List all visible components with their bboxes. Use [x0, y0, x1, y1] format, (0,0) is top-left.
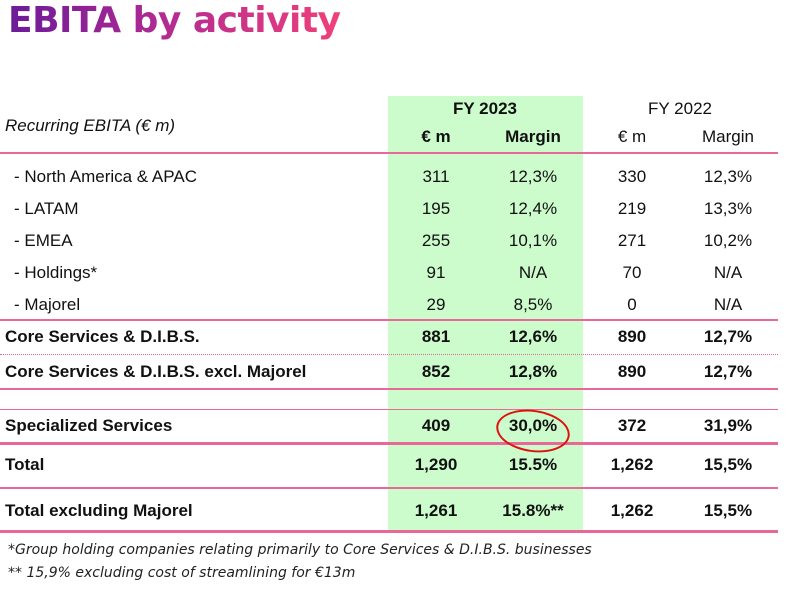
table-cell-em23: 852 [421, 362, 451, 381]
table-cell-em22: 70 [622, 263, 642, 282]
table-cell-m23: 15.8%** [502, 501, 564, 520]
page-title: EBITA by activity [8, 0, 341, 41]
table-cell-em22: 890 [617, 362, 647, 381]
table-cell-label: - Holdings* [14, 263, 98, 282]
fy2023-header: FY 2023 [453, 99, 517, 118]
table-cell-label: Total excluding Majorel [5, 501, 193, 520]
table-cell-m22: 12,3% [703, 167, 753, 186]
divider [0, 388, 778, 390]
table-cell-em23: 881 [421, 327, 451, 346]
table-cell-m23: 10,1% [508, 231, 558, 250]
divider [0, 409, 778, 410]
em-header-2022: € m [617, 127, 647, 146]
table-cell-em22: 1,262 [610, 501, 654, 520]
table-cell-m23: 15.5% [508, 455, 558, 474]
table-cell-m22: 12,7% [703, 362, 753, 381]
footnote-2: ** 15,9% excluding cost of streamlining … [8, 565, 356, 581]
table-cell-em22: 0 [627, 295, 637, 314]
table-cell-label: - North America & APAC [14, 167, 197, 186]
table-cell-em22: 330 [617, 167, 647, 186]
table-cell-em22: 271 [617, 231, 647, 250]
table-cell-m22: N/A [713, 295, 743, 314]
em-header-2023: € m [421, 127, 451, 146]
table-cell-em23: 195 [421, 199, 451, 218]
table-cell-m22: 15,5% [703, 501, 753, 520]
table-cell-label: - LATAM [14, 199, 79, 218]
divider [0, 442, 778, 445]
footnote-1: *Group holding companies relating primar… [8, 542, 592, 558]
divider [0, 152, 778, 154]
divider [0, 487, 778, 489]
table-cell-m23: 12,6% [508, 327, 558, 346]
table-cell-em23: 255 [421, 231, 451, 250]
table-cell-m23: N/A [518, 263, 548, 282]
table-cell-em23: 29 [426, 295, 446, 314]
table-cell-m23: 12,8% [508, 362, 558, 381]
table-cell-m23: 8,5% [513, 295, 553, 314]
table-cell-em23: 91 [426, 263, 446, 282]
table-cell-em22: 372 [617, 416, 647, 435]
divider [0, 319, 778, 321]
table-cell-m23: 12,3% [508, 167, 558, 186]
table-cell-label: Specialized Services [5, 416, 173, 435]
table-cell-label: Core Services & D.I.B.S. excl. Majorel [5, 362, 307, 381]
margin-header-2022: Margin [702, 127, 754, 146]
table-cell-m22: 13,3% [703, 199, 753, 218]
table-cell-em23: 311 [422, 167, 450, 186]
table-cell-label: - EMEA [14, 231, 73, 250]
table-cell-em22: 890 [617, 327, 647, 346]
table-cell-m23: 12,4% [508, 199, 558, 218]
fy2022-header: FY 2022 [648, 99, 712, 118]
table-cell-em23: 409 [421, 416, 451, 435]
table-cell-em22: 1,262 [610, 455, 654, 474]
table-cell-em23: 1,261 [414, 501, 458, 520]
table-cell-m22: 12,7% [703, 327, 753, 346]
divider [0, 530, 778, 533]
row-label-header: Recurring EBITA (€ m) [5, 116, 176, 135]
table-cell-label: Total [5, 455, 45, 474]
divider [0, 354, 778, 355]
table-cell-label: Core Services & D.I.B.S. [5, 327, 200, 346]
table-cell-em22: 219 [617, 199, 647, 218]
table-cell-m22: N/A [713, 263, 743, 282]
table-cell-m22: 15,5% [703, 455, 753, 474]
table-cell-em23: 1,290 [414, 455, 458, 474]
table-cell-label: - Majorel [14, 295, 81, 314]
table-cell-m22: 31,9% [703, 416, 753, 435]
fy2023-highlight [388, 96, 583, 532]
table-cell-m23: 30,0% [508, 416, 558, 435]
table-cell-m22: 10,2% [703, 231, 753, 250]
margin-header-2023: Margin [505, 127, 561, 146]
